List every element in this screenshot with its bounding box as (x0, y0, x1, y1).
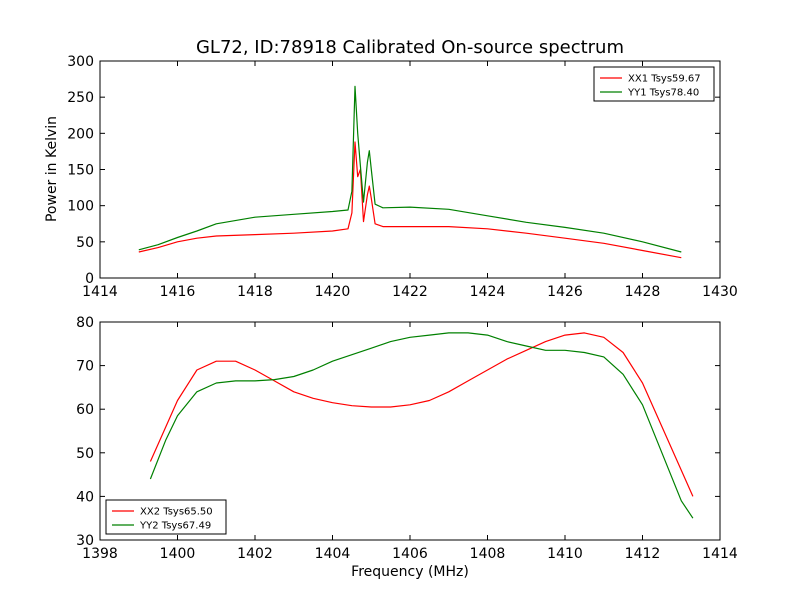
bottom-y-tick-label: 70 (76, 359, 94, 375)
top-x-tick-label: 1420 (315, 284, 351, 300)
top-x-tick-label: 1426 (547, 284, 583, 300)
bottom-x-tick-label: 1408 (470, 546, 506, 562)
bottom-x-tick-label: 1414 (702, 546, 738, 562)
x-axis-label-bottom: Frequency (MHz) (351, 564, 469, 580)
top-x-tick-label: 1424 (470, 284, 506, 300)
top-spectrum-plot: 1414 1416 1418 1420 1422 1424 1426 1428 1430 0 50 1… (67, 54, 738, 300)
bottom-legend-label-2: YY2 Tsys67.49 (139, 521, 211, 532)
bottom-y-tick-label: 50 (76, 446, 94, 462)
chart-title: GL72, ID:78918 Calibrated On-source spec… (196, 37, 624, 58)
bottom-spectrum-plot: 1398 1400 1402 1404 1406 1408 1410 1412 1414 30 40… (76, 315, 738, 562)
bottom-legend-box (105, 499, 227, 535)
bottom-series-line-1 (149, 332, 694, 497)
top-x-tick-label: 1416 (160, 284, 196, 300)
top-y-tick-label: 250 (67, 90, 94, 106)
top-y-tick-label: 0 (85, 271, 94, 287)
bottom-x-tick-label: 1406 (392, 546, 428, 562)
top-x-tick-label: 1418 (237, 284, 273, 300)
top-legend-label-2: YY1 Tsys78.40 (627, 88, 699, 99)
bottom-x-tick-label: 1410 (547, 546, 583, 562)
top-y-tick-label: 100 (67, 199, 94, 215)
bottom-y-tick-label: 30 (76, 533, 94, 549)
bottom-x-tick-label: 1402 (237, 546, 273, 562)
top-y-tick-label: 50 (76, 235, 94, 251)
bottom-legend: XX2 Tsys65.50 YY2 Tsys67.49 (105, 499, 227, 535)
top-legend: XX1 Tsys59.67 YY1 Tsys78.40 (593, 66, 715, 102)
top-y-tick-label: 150 (67, 163, 94, 179)
bottom-x-tick-label: 1400 (160, 546, 196, 562)
top-legend-box (593, 66, 715, 102)
top-y-tick-label: 200 (67, 126, 94, 142)
top-x-tick-label: 1414 (82, 284, 118, 300)
top-y-tick-label: 300 (67, 54, 94, 70)
top-x-tick-label: 1430 (702, 284, 738, 300)
bottom-y-tick-label: 60 (76, 402, 94, 418)
bottom-legend-label-1: XX2 Tsys65.50 (140, 507, 213, 518)
top-x-tick-label: 1422 (392, 284, 428, 300)
bottom-series-line-2 (149, 332, 694, 519)
top-legend-label-1: XX1 Tsys59.67 (628, 74, 701, 85)
top-series-line-1 (138, 141, 682, 259)
bottom-y-tick-label: 40 (76, 489, 94, 505)
bottom-x-tick-label: 1398 (82, 546, 118, 562)
y-axis-label-top: Power in Kelvin (44, 116, 60, 222)
bottom-x-tick-label: 1412 (625, 546, 661, 562)
top-series-line-2 (138, 85, 682, 253)
bottom-x-tick-label: 1404 (315, 546, 351, 562)
bottom-y-tick-label: 80 (76, 315, 94, 331)
top-x-tick-label: 1428 (625, 284, 661, 300)
